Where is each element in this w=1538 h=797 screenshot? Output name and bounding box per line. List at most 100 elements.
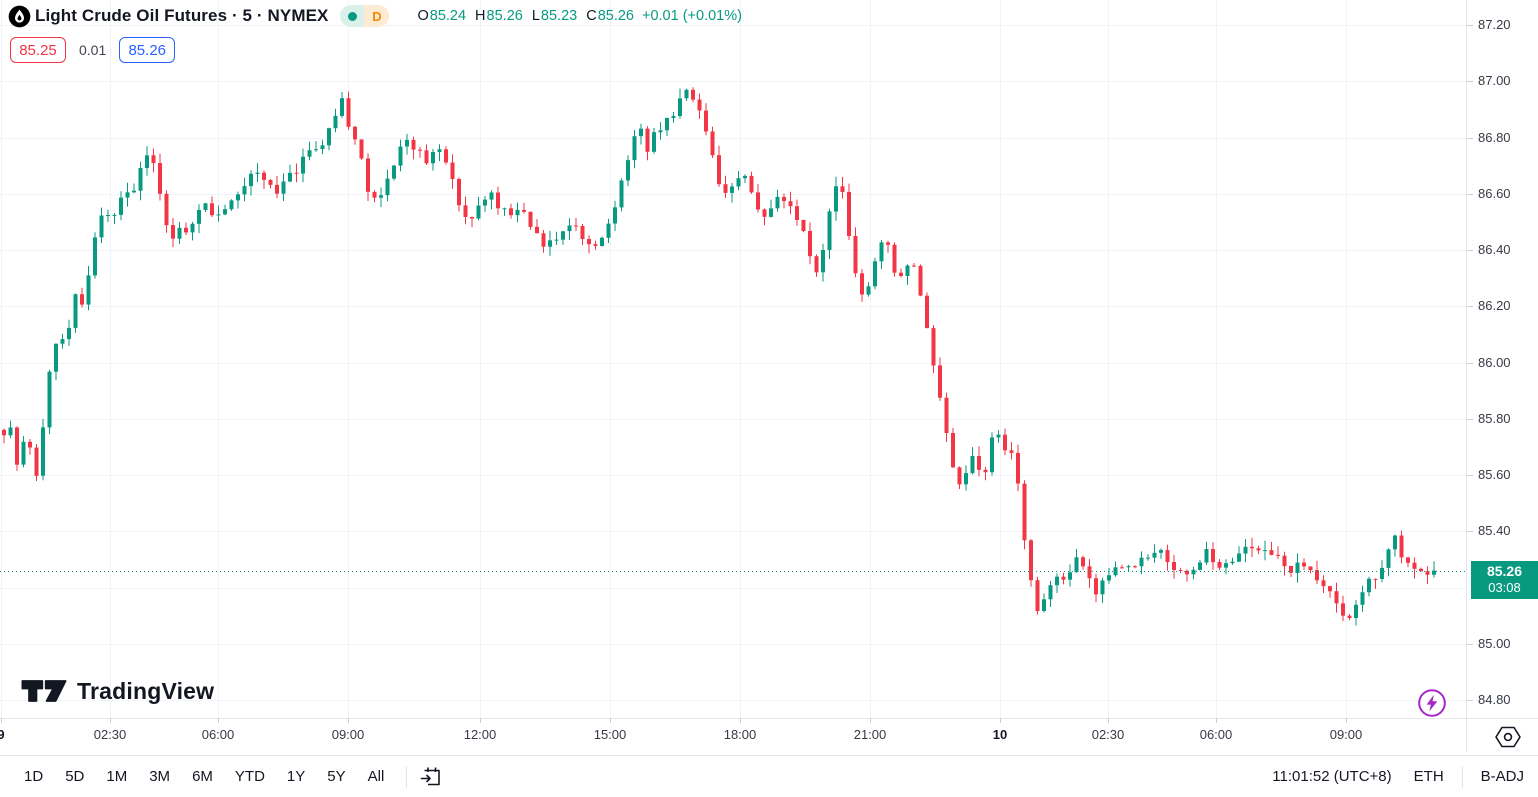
- price-axis-label: 86.60: [1478, 185, 1511, 201]
- candle: [983, 466, 988, 481]
- candle: [808, 222, 812, 265]
- candle: [359, 139, 364, 160]
- time-axis-label: 21:00: [853, 727, 887, 742]
- range-button-1y[interactable]: 1Y: [286, 768, 306, 785]
- buy-price-button[interactable]: 85.26: [119, 37, 176, 63]
- candle: [515, 202, 520, 223]
- range-button-6m[interactable]: 6M: [192, 768, 213, 785]
- candle: [288, 164, 292, 183]
- candle: [1308, 566, 1313, 574]
- candle: [1341, 595, 1345, 622]
- toolbar-divider: [1461, 765, 1463, 788]
- candle: [1074, 549, 1079, 573]
- tradingview-watermark[interactable]: TradingView: [18, 676, 214, 706]
- range-button-3m[interactable]: 3M: [149, 768, 171, 785]
- candle: [1107, 567, 1111, 584]
- candle: [112, 213, 117, 225]
- candle: [15, 426, 19, 471]
- candle: [437, 144, 442, 162]
- candle: [210, 196, 214, 218]
- candle: [1100, 577, 1105, 603]
- candle: [262, 170, 266, 189]
- candle: [1334, 582, 1339, 613]
- market-status-dot-icon: [340, 5, 365, 27]
- candle: [600, 236, 604, 247]
- candle: [1347, 614, 1352, 621]
- time-axis-label: 02:30: [1091, 727, 1125, 742]
- range-buttons-group: 1D 5D 1M 3M 6M YTD 1Y 5Y All: [20, 766, 402, 787]
- candle: [964, 465, 968, 491]
- candle: [1380, 560, 1384, 583]
- candle: [541, 230, 546, 253]
- high-key: H: [475, 8, 486, 24]
- candle: [470, 216, 474, 228]
- candle: [756, 183, 760, 213]
- candle: [1419, 567, 1423, 572]
- candle: [1230, 557, 1235, 565]
- range-button-ytd[interactable]: YTD: [234, 768, 265, 785]
- candle: [1133, 565, 1137, 569]
- price-scale-settings-icon[interactable]: [1494, 725, 1522, 749]
- adjustment-badj-button[interactable]: B-ADJ: [1480, 768, 1524, 785]
- candle: [769, 199, 773, 218]
- candle: [626, 155, 630, 186]
- candle: [1113, 561, 1118, 577]
- candle: [1432, 561, 1436, 578]
- candle: [827, 208, 832, 260]
- candle: [138, 161, 143, 201]
- instant-trading-lightning-icon[interactable]: [1417, 688, 1447, 718]
- symbol-title[interactable]: Light Crude Oil Futures · 5 · NYMEX: [35, 6, 329, 25]
- candle: [21, 436, 26, 468]
- candle: [307, 141, 312, 161]
- candle: [1250, 537, 1254, 558]
- candle: [762, 208, 767, 226]
- candle: [593, 240, 598, 250]
- sell-price-button[interactable]: 85.25: [10, 37, 66, 63]
- range-button-5d[interactable]: 5D: [65, 768, 85, 785]
- last-price-label: 85.26 03:08: [1471, 560, 1538, 599]
- range-button-all[interactable]: All: [367, 768, 385, 785]
- candle: [93, 232, 97, 279]
- candle: [567, 218, 572, 240]
- candle: [1354, 599, 1358, 626]
- session-interval-badge[interactable]: D: [340, 5, 390, 27]
- candle: [73, 293, 78, 333]
- toolbar-divider: [406, 765, 408, 788]
- candle: [242, 177, 247, 202]
- candle: [632, 130, 637, 169]
- range-button-1m[interactable]: 1M: [106, 768, 128, 785]
- candlestick-chart[interactable]: [0, 0, 1538, 752]
- candle: [1425, 566, 1430, 585]
- candle: [489, 190, 494, 210]
- session-eth-button[interactable]: ETH: [1413, 768, 1444, 785]
- candle: [314, 141, 318, 152]
- candle: [645, 126, 650, 161]
- candle: [171, 218, 175, 248]
- candle: [431, 149, 435, 171]
- candle: [925, 292, 929, 329]
- candle: [873, 257, 877, 290]
- candle: [1373, 578, 1378, 589]
- candle: [457, 177, 461, 212]
- spread-value: 0.01: [79, 42, 107, 58]
- clock-timezone-button[interactable]: 11:01:52 (UTC+8): [1272, 768, 1392, 785]
- candle: [860, 269, 864, 302]
- candle: [665, 117, 669, 136]
- candle: [106, 209, 110, 222]
- candle: [411, 136, 416, 160]
- calendar-arrow-icon: [420, 767, 441, 785]
- range-button-1d[interactable]: 1D: [24, 768, 44, 785]
- candle: [249, 170, 253, 196]
- go-to-date-button[interactable]: [417, 763, 445, 791]
- bar-countdown: 03:08: [1488, 580, 1521, 596]
- candle: [912, 263, 916, 268]
- candle: [528, 211, 533, 230]
- candle: [463, 196, 468, 225]
- candle: [1029, 539, 1033, 587]
- candle: [782, 193, 786, 209]
- candle: [125, 182, 130, 207]
- candle: [938, 357, 942, 401]
- candle: [1256, 545, 1261, 555]
- candle: [710, 126, 715, 158]
- range-button-5y[interactable]: 5Y: [327, 768, 346, 785]
